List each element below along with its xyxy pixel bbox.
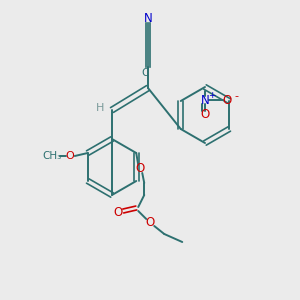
Text: O: O xyxy=(222,94,232,106)
Text: CH₃: CH₃ xyxy=(42,151,62,161)
Text: N: N xyxy=(144,13,152,26)
Text: O: O xyxy=(200,109,210,122)
Text: N: N xyxy=(201,94,209,106)
Text: +: + xyxy=(208,92,216,100)
Text: O: O xyxy=(114,206,123,218)
Text: O: O xyxy=(65,151,74,161)
Text: C: C xyxy=(141,68,149,78)
Text: -: - xyxy=(234,91,238,101)
Text: H: H xyxy=(96,103,104,113)
Text: O: O xyxy=(136,163,145,176)
Text: O: O xyxy=(146,215,155,229)
